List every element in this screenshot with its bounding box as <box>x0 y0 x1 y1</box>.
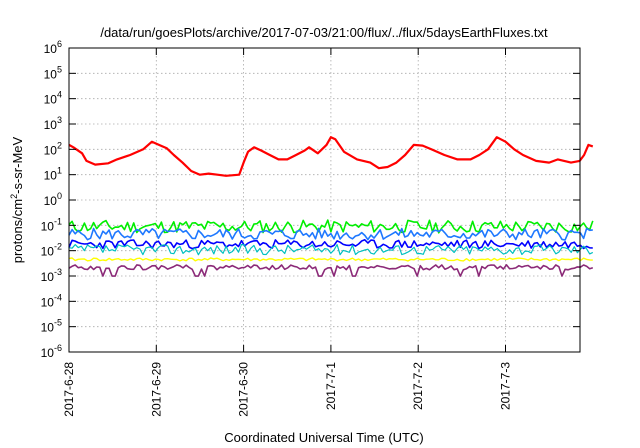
series-line-6 <box>68 257 593 262</box>
y-tick-label: 10-1 <box>41 216 62 233</box>
y-tick-label: 102 <box>44 140 62 157</box>
y-tick-label: 105 <box>44 64 62 81</box>
y-tick-label: 10-3 <box>41 267 62 284</box>
x-axis-label: Coordinated Universal Time (UTC) <box>224 430 423 445</box>
x-tick-label: 2017-7-2 <box>411 362 425 410</box>
series-line-7 <box>68 264 594 277</box>
y-tick-label: 100 <box>44 191 62 208</box>
y-axis-label-main: protons/cm <box>10 199 25 263</box>
y-tick-label: 106 <box>44 39 62 56</box>
y-axis-label-exponent: 2 <box>9 194 19 199</box>
grid <box>69 48 580 352</box>
y-axis-label: protons/cm2-s-sr-MeV <box>9 136 25 263</box>
x-tick-label: 2017-7-1 <box>324 362 338 410</box>
series-line-1 <box>68 136 594 177</box>
x-axis-ticks: 2017-6-28 2017-6-29 2017-6-30 2017-7-1 2017-… <box>62 48 513 417</box>
y-tick-label: 104 <box>44 90 62 107</box>
y-tick-label: 10-6 <box>41 343 62 360</box>
y-axis-label-rest: -s-sr-MeV <box>10 136 25 193</box>
chart-title: /data/run/goesPlots/archive/2017-07-03/2… <box>100 25 548 40</box>
x-tick-label: 2017-6-28 <box>62 362 76 417</box>
series-line-4 <box>68 243 594 256</box>
y-tick-label: 103 <box>44 115 62 132</box>
x-tick-label: 2017-6-29 <box>149 362 163 417</box>
y-tick-label: 101 <box>44 166 62 183</box>
x-tick-label: 2017-7-3 <box>499 362 513 410</box>
y-tick-label: 10-4 <box>41 292 62 309</box>
y-tick-label: 10-2 <box>41 242 62 259</box>
series-line-3 <box>68 239 593 250</box>
series-line-5 <box>68 227 593 241</box>
series-group <box>68 136 594 277</box>
y-axis-ticks: 106 105 104 103 102 101 100 10-1 10-2 10-3 10-4 10-… <box>41 39 580 360</box>
x-tick-label: 2017-6-30 <box>237 362 251 417</box>
series-line-2 <box>68 219 594 234</box>
y-tick-label: 10-5 <box>41 318 62 335</box>
